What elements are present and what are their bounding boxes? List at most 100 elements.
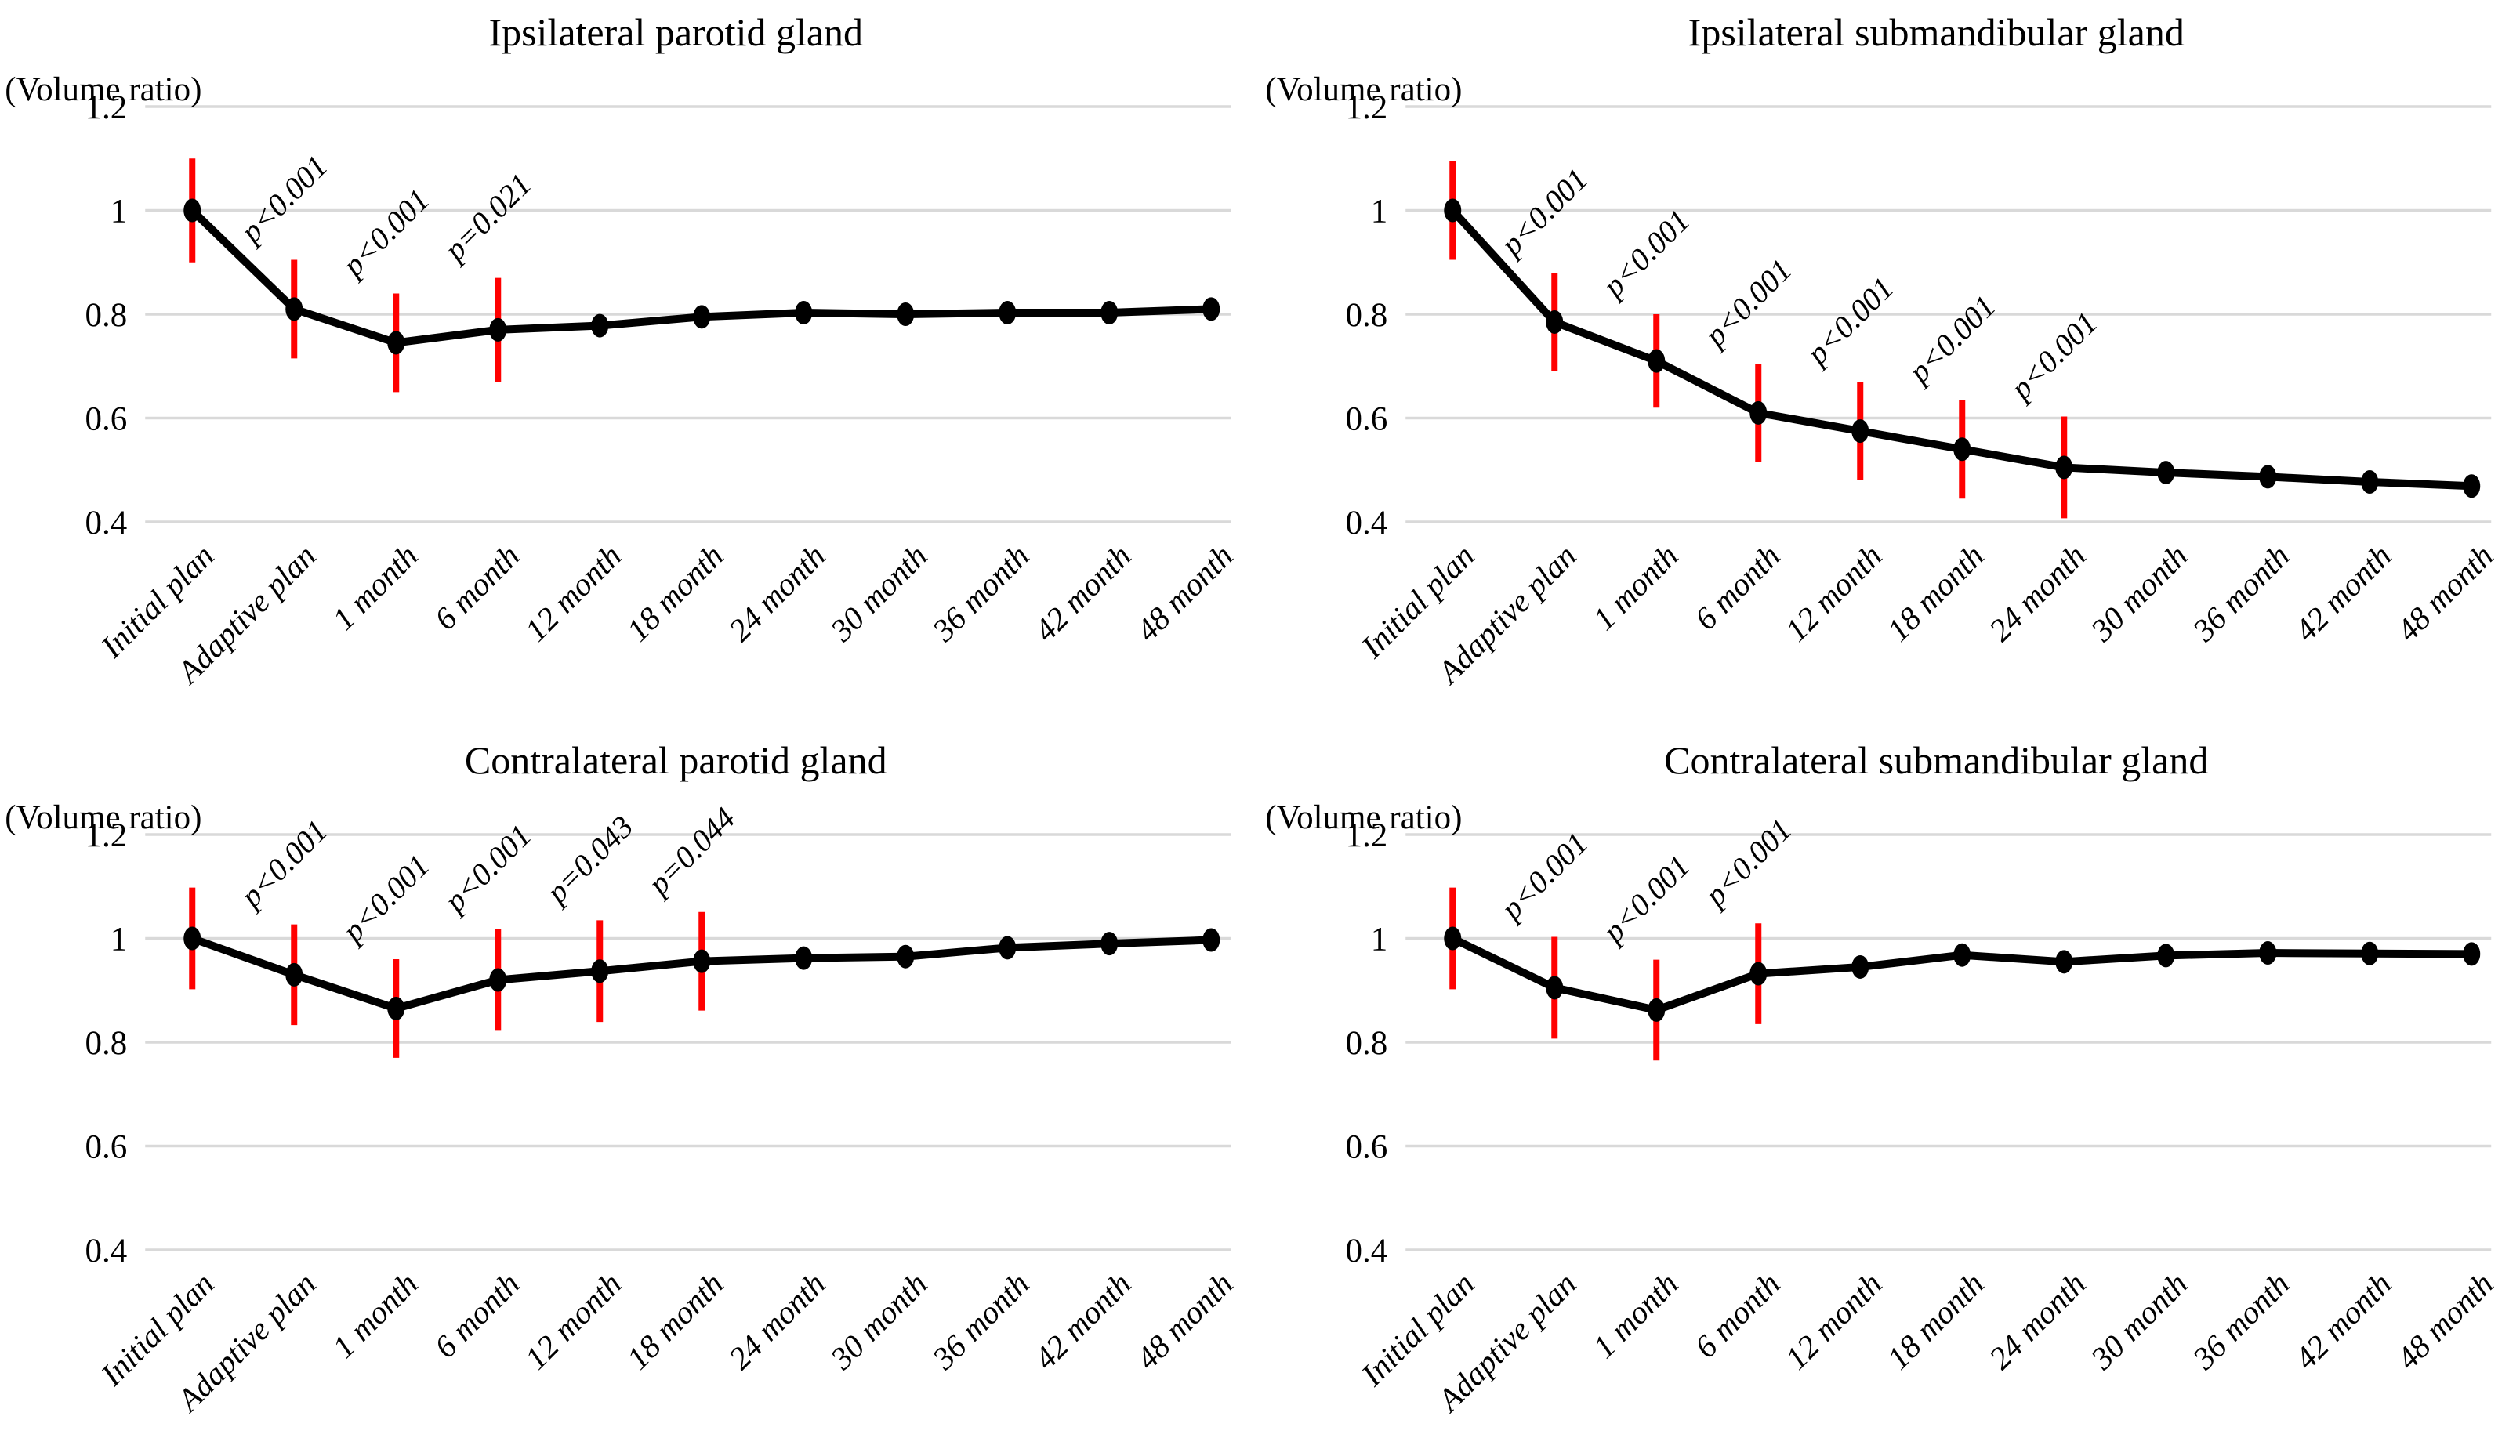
x-tick-label: 18 month: [1880, 538, 1990, 648]
y-tick-label: 0.8: [85, 297, 128, 334]
y-tick-label: 0.6: [1345, 401, 1387, 438]
x-tick-label: 36 month: [2185, 1266, 2296, 1377]
p-value-label: p<0.001: [1492, 825, 1594, 928]
chart-title: Contralateral submandibular gland: [1664, 738, 2208, 782]
x-tick-label: 12 month: [517, 538, 628, 648]
data-point-marker: [1443, 198, 1461, 223]
data-point-marker: [1443, 926, 1461, 951]
x-tick-label: 6 month: [1687, 538, 1786, 637]
data-point-marker: [183, 198, 201, 223]
x-tick-label: 12 month: [517, 1266, 628, 1376]
p-value-label: p<0.001: [334, 182, 437, 284]
data-point-marker: [1953, 437, 1971, 462]
y-tick-label: 1: [1370, 194, 1387, 230]
x-tick-label: 24 month: [1982, 538, 2092, 648]
x-tick-label: 36 month: [2185, 538, 2296, 649]
data-point-marker: [1545, 310, 1563, 334]
y-tick-label: 0.8: [1345, 1025, 1387, 1062]
chart-canvas: 1.2 1 0.8 0.6 0.4 (Volume ratio) Contralateral…: [1265, 738, 2500, 1419]
data-point-marker: [999, 301, 1017, 325]
data-point-marker: [2258, 941, 2276, 965]
p-value-label: p<0.001: [436, 817, 538, 920]
y-tick-label: 0.4: [1345, 1233, 1387, 1269]
data-point-marker: [2156, 461, 2174, 485]
p-value-label: p=0.021: [436, 166, 538, 269]
data-point-marker: [1953, 943, 1971, 967]
data-point-marker: [183, 926, 201, 951]
data-point-marker: [1647, 349, 1665, 373]
x-tick-label: 18 month: [1880, 1266, 1990, 1376]
data-point-marker: [2360, 941, 2378, 965]
x-tick-label: 48 month: [1129, 538, 1239, 648]
p-value-label: p<0.001: [1594, 848, 1696, 951]
x-tick-label: 48 month: [2389, 538, 2500, 648]
y-tick-label: 0.8: [85, 1025, 128, 1062]
p-value-label: p<0.001: [1899, 288, 2002, 391]
data-point-marker: [2054, 950, 2072, 974]
data-point-marker: [1100, 301, 1119, 325]
x-tick-label: 42 month: [2287, 1266, 2398, 1376]
x-tick-label: 30 month: [823, 1266, 934, 1377]
p-value-label: p<0.001: [232, 813, 335, 915]
x-tick-label: 42 month: [2287, 538, 2398, 648]
data-point-marker: [795, 946, 813, 970]
data-point-marker: [1851, 954, 1869, 979]
p-value-label: p<0.001: [334, 848, 437, 951]
p-value-label: p<0.001: [1492, 161, 1594, 264]
data-point-marker: [387, 996, 405, 1020]
p-value-label: p<0.001: [2001, 305, 2104, 407]
y-tick-label: 1.2: [85, 817, 128, 854]
x-tick-label: 6 month: [427, 1266, 527, 1365]
data-point-marker: [999, 936, 1017, 960]
data-point-marker: [1749, 962, 1767, 986]
x-tick-label: 48 month: [2389, 1266, 2500, 1376]
p-value-label: p=0.044: [640, 800, 742, 903]
y-axis-unit-label: (Volume ratio): [5, 71, 201, 108]
y-tick-label: 0.8: [1345, 297, 1387, 334]
p-value-label: p<0.001: [232, 148, 335, 251]
p-value-label: p<0.001: [1695, 812, 1798, 915]
x-tick-label: 1 month: [325, 1266, 425, 1365]
data-point-marker: [1545, 976, 1563, 1000]
data-point-marker: [1851, 419, 1869, 444]
chart-title: Ipsilateral submandibular gland: [1688, 10, 2184, 54]
chart-ipsilateral-parotid-gland: 1.2 1 0.8 0.6 0.4 (Volume ratio) Ipsilateral p…: [0, 0, 1260, 728]
data-point-marker: [1202, 297, 1220, 321]
x-tick-label: 6 month: [427, 538, 527, 637]
data-point-marker: [2360, 469, 2378, 494]
y-tick-label: 1: [111, 922, 128, 958]
data-point-marker: [2054, 455, 2072, 480]
x-tick-label: 1 month: [325, 538, 425, 637]
chart-title: Contralateral parotid gland: [465, 738, 887, 782]
p-value-label: p<0.001: [1594, 203, 1696, 306]
chart-title: Ipsilateral parotid gland: [488, 10, 863, 54]
data-point-marker: [2156, 944, 2174, 968]
y-tick-label: 0.6: [85, 401, 128, 438]
y-tick-label: 0.4: [85, 1233, 128, 1269]
data-point-marker: [591, 313, 609, 338]
data-point-marker: [285, 297, 303, 321]
data-point-marker: [897, 302, 915, 326]
data-point-marker: [1647, 998, 1665, 1022]
x-tick-label: 1 month: [1585, 538, 1684, 637]
data-point-marker: [1749, 400, 1767, 425]
chart-contralateral-parotid-gland: 1.2 1 0.8 0.6 0.4 (Volume ratio) Contralateral…: [0, 728, 1260, 1456]
p-value-label: p=0.043: [538, 809, 640, 911]
x-tick-label: 48 month: [1129, 1266, 1239, 1376]
data-point-marker: [1202, 928, 1220, 952]
y-tick-label: 1.2: [1345, 89, 1387, 126]
x-tick-label: 18 month: [619, 538, 730, 648]
chart-contralateral-submandibular-gland: 1.2 1 0.8 0.6 0.4 (Volume ratio) Contralateral…: [1260, 728, 2520, 1456]
y-tick-label: 0.6: [1345, 1129, 1387, 1166]
data-point-marker: [2462, 474, 2480, 498]
x-tick-label: 24 month: [721, 1266, 832, 1376]
data-point-marker: [2462, 942, 2480, 966]
data-point-marker: [1100, 932, 1119, 956]
data-point-marker: [693, 949, 711, 973]
data-point-marker: [489, 968, 507, 992]
x-tick-label: 1 month: [1585, 1266, 1684, 1365]
x-tick-label: 12 month: [1778, 1266, 1888, 1376]
data-point-marker: [387, 331, 405, 355]
x-tick-label: 30 month: [823, 538, 934, 649]
